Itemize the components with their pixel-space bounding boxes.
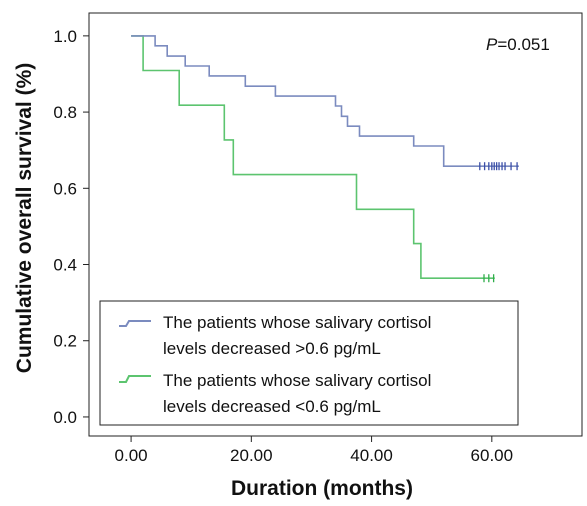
p-value-label: P [486,35,498,54]
legend-label-series-2-line-1: The patients whose salivary cortisol [163,371,431,390]
x-tick-label: 40.00 [350,446,393,465]
y-tick-label: 0.2 [53,332,77,351]
series-1-curve [131,35,519,167]
legend: The patients whose salivary cortisol lev… [99,300,519,426]
legend-label-series-1-line-2: levels decreased >0.6 pg/mL [163,339,381,358]
survival-curves [131,35,519,279]
y-tick-label: 0.6 [53,179,77,198]
series-2-curve [131,35,495,279]
p-value-value: =0.051 [497,35,549,54]
x-tick-label: 60.00 [471,446,514,465]
legend-swatch-series-2 [119,375,151,383]
legend-box [99,300,519,426]
y-tick-label: 0.4 [53,256,77,275]
x-tick-label: 20.00 [230,446,273,465]
x-axis-ticks: 0.00 20.00 40.00 60.00 [115,436,514,465]
legend-swatch-series-1 [119,320,151,327]
x-axis-title: Duration (months) [231,477,413,500]
y-axis-ticks: 0.0 0.2 0.4 0.6 0.8 1.0 [53,27,89,427]
legend-label-series-2-line-2: levels decreased <0.6 pg/mL [163,397,381,416]
p-value-annotation: P=0.051 [486,35,550,54]
legend-label-series-1-line-1: The patients whose salivary cortisol [163,313,431,332]
y-axis-title: Cumulative overall survival (%) [13,63,36,373]
censor-marks [479,162,518,283]
y-tick-label: 0.0 [53,408,77,427]
y-tick-label: 0.8 [53,103,77,122]
x-tick-label: 0.00 [115,446,148,465]
y-tick-label: 1.0 [53,27,77,46]
plot-frame [88,12,583,437]
